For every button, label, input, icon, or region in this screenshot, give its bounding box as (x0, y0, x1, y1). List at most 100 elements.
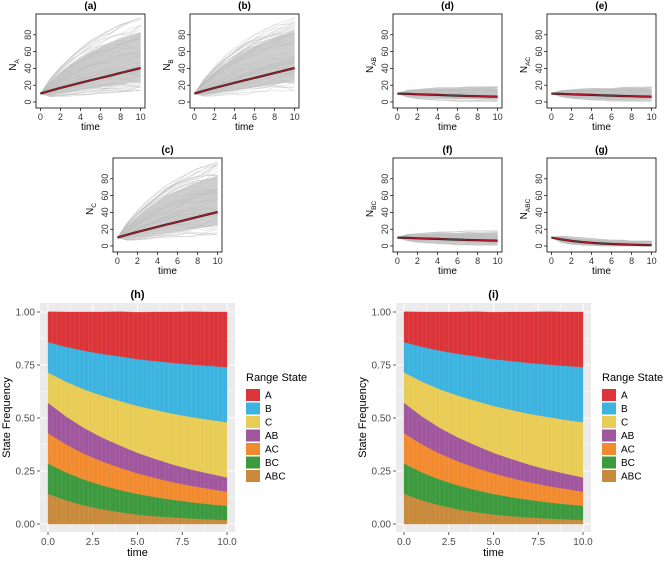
legend-label-C: C (265, 418, 272, 429)
plot-frame (546, 13, 657, 109)
x-tick-label: 8 (195, 256, 200, 266)
y-tick-label: 0.75 (372, 361, 392, 372)
trajectory (194, 89, 295, 97)
y-tick-label: 60 (380, 191, 390, 201)
trajectory (40, 89, 141, 97)
trajectory (397, 237, 498, 245)
y-tick-label: 60 (380, 47, 390, 57)
y-axis-label: NA (8, 59, 21, 71)
x-tick-label: 10 (647, 256, 657, 266)
legend-title: Range State (602, 372, 663, 384)
y-tick-label: 0.50 (372, 414, 392, 425)
y-axis-label: NABC (519, 198, 532, 219)
x-tick-label: 8 (475, 112, 480, 122)
y-tick-label: 40 (177, 63, 187, 73)
y-tick-label: 40 (23, 63, 33, 73)
panel-title: (g) (595, 145, 608, 156)
area-A (47, 311, 228, 368)
x-tick-label: 10 (136, 112, 146, 122)
y-tick-label: 80 (100, 174, 110, 184)
x-tick-label: 0 (395, 112, 400, 122)
x-axis-label: time (81, 122, 100, 133)
x-tick-label: 4 (155, 256, 160, 266)
trajectory (397, 86, 498, 94)
legend-swatch-BC (602, 456, 616, 469)
legend-swatch-C (602, 416, 616, 428)
plot-frame (392, 13, 503, 109)
panel-h: 0.00 0.25 0.50 0.75 1.00 0.0 2.5 5.0 7.5 10.0 (h) t… (1, 289, 307, 559)
trajectory (194, 35, 295, 94)
x-tick-label: 0 (115, 256, 120, 266)
trajectory (551, 235, 652, 242)
y-tick-label: 60 (534, 47, 544, 57)
y-tick-label: 80 (380, 30, 390, 40)
y-axis-label: State Frequency (357, 377, 369, 458)
x-tick-label: 4 (435, 256, 440, 266)
x-tick-label: 2 (569, 256, 574, 266)
x-tick-label: 10 (493, 256, 503, 266)
y-axis-label-subscript: B (168, 59, 175, 63)
panel-d: 0 20 40 60 80 0 2 4 6 8 10 (d) time NAB (365, 1, 503, 133)
x-tick-label: 0.0 (397, 537, 411, 548)
y-axis-label-subscript: A (14, 59, 21, 64)
y-tick-label: 0.25 (16, 467, 36, 478)
mean-line (194, 67, 295, 95)
panel-e: 0 20 40 60 80 0 2 4 6 8 10 (e) time NAC (519, 1, 657, 133)
y-axis-label-main: N (162, 64, 173, 71)
legend-title: Range State (246, 372, 307, 384)
trajectory (397, 232, 498, 238)
x-tick-label: 0 (549, 256, 554, 266)
legend-swatch-AB (602, 429, 616, 442)
trajectory (194, 33, 295, 94)
y-tick-label: 0.00 (372, 520, 392, 531)
y-tick-label: 20 (380, 80, 390, 90)
x-axis-label: time (592, 266, 611, 277)
y-axis-label: State Frequency (1, 377, 13, 458)
legend-label-ABC: ABC (621, 472, 642, 483)
x-tick-label: 8 (118, 112, 123, 122)
x-tick-label: 6 (455, 256, 460, 266)
panel-title: (e) (595, 1, 607, 12)
x-tick-label: 4 (589, 112, 594, 122)
y-tick-label: 20 (534, 80, 544, 90)
trajectory (40, 17, 141, 94)
plot-frame (392, 157, 503, 253)
legend-label-ABC: ABC (265, 472, 286, 483)
trajectory (551, 87, 652, 94)
y-tick-label: 20 (23, 80, 33, 90)
y-tick-label: 40 (534, 207, 544, 217)
legend-label-A: A (621, 391, 628, 402)
legend-label-B: B (265, 404, 272, 415)
x-tick-label: 0 (38, 112, 43, 122)
legend-label-AB: AB (621, 431, 635, 442)
x-tick-label: 10.0 (573, 537, 593, 548)
panel-b: 0 20 40 60 80 0 2 4 6 8 10 (b) time NB (162, 1, 300, 133)
x-tick-label: 8 (272, 112, 277, 122)
trajectory (40, 17, 141, 94)
trajectory (40, 28, 141, 94)
y-tick-label: 60 (177, 47, 187, 57)
x-tick-label: 10 (290, 112, 300, 122)
trajectory (551, 93, 652, 101)
y-tick-label: 0 (100, 243, 110, 248)
x-tick-label: 2 (415, 256, 420, 266)
y-tick-label: 40 (380, 63, 390, 73)
legend-swatch-B (246, 402, 260, 415)
x-tick-label: 10 (493, 112, 503, 122)
y-tick-label: 0 (534, 243, 544, 248)
plot-frame (189, 13, 300, 109)
y-axis-label-main: N (519, 66, 530, 73)
y-tick-label: 0 (380, 99, 390, 104)
y-tick-label: 0.25 (372, 467, 392, 478)
y-tick-label: 1.00 (16, 308, 36, 319)
y-axis-label-subscript: AC (525, 57, 532, 66)
y-axis-label-main: N (8, 64, 19, 71)
panel-title: (h) (130, 289, 144, 301)
plot-frame (546, 157, 657, 253)
x-tick-label: 6 (455, 112, 460, 122)
x-tick-label: 2 (415, 112, 420, 122)
y-tick-label: 20 (177, 80, 187, 90)
panel-title: (b) (238, 1, 251, 12)
